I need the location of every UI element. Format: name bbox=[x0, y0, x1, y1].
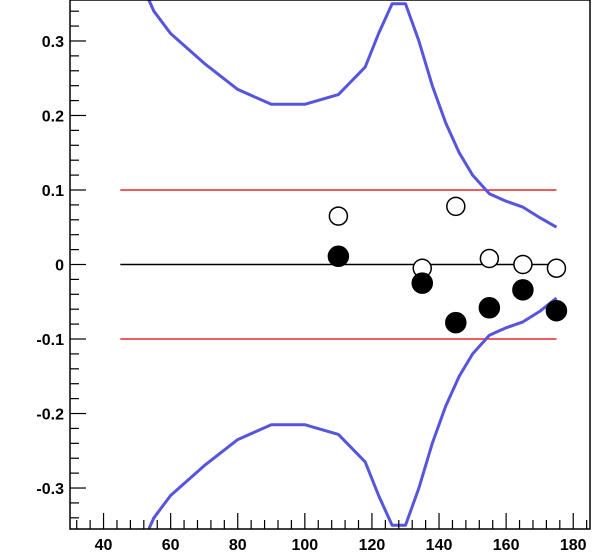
x-tick-label: 100 bbox=[291, 537, 318, 554]
filled-point bbox=[545, 299, 568, 322]
filled-point bbox=[445, 311, 467, 334]
filled-point bbox=[327, 245, 350, 268]
filled-point bbox=[512, 279, 534, 301]
open-point bbox=[328, 206, 349, 226]
x-tick-label: 120 bbox=[359, 537, 386, 554]
x-tick-label: 160 bbox=[493, 537, 520, 554]
x-tick-label: 140 bbox=[426, 537, 453, 554]
y-tick-label: -0.1 bbox=[36, 332, 64, 349]
y-tick-label: 0 bbox=[55, 258, 64, 275]
open-point bbox=[479, 248, 500, 269]
filled-point bbox=[478, 296, 501, 319]
open-point bbox=[546, 258, 567, 278]
y-tick-label: 0.3 bbox=[42, 34, 64, 51]
y-tick-label: 0.2 bbox=[42, 108, 64, 125]
open-point bbox=[513, 254, 533, 275]
x-tick-label: 60 bbox=[162, 537, 180, 554]
open-point bbox=[446, 196, 466, 217]
y-tick-label: -0.2 bbox=[36, 407, 64, 424]
x-tick-label: 40 bbox=[95, 537, 113, 554]
x-tick-label: 180 bbox=[560, 537, 587, 554]
y-tick-label: 0.1 bbox=[42, 183, 64, 200]
band-curve bbox=[147, 0, 558, 229]
y-tick-label: -0.3 bbox=[36, 481, 64, 498]
x-tick-label: 80 bbox=[229, 537, 247, 554]
filled-point bbox=[411, 272, 434, 294]
